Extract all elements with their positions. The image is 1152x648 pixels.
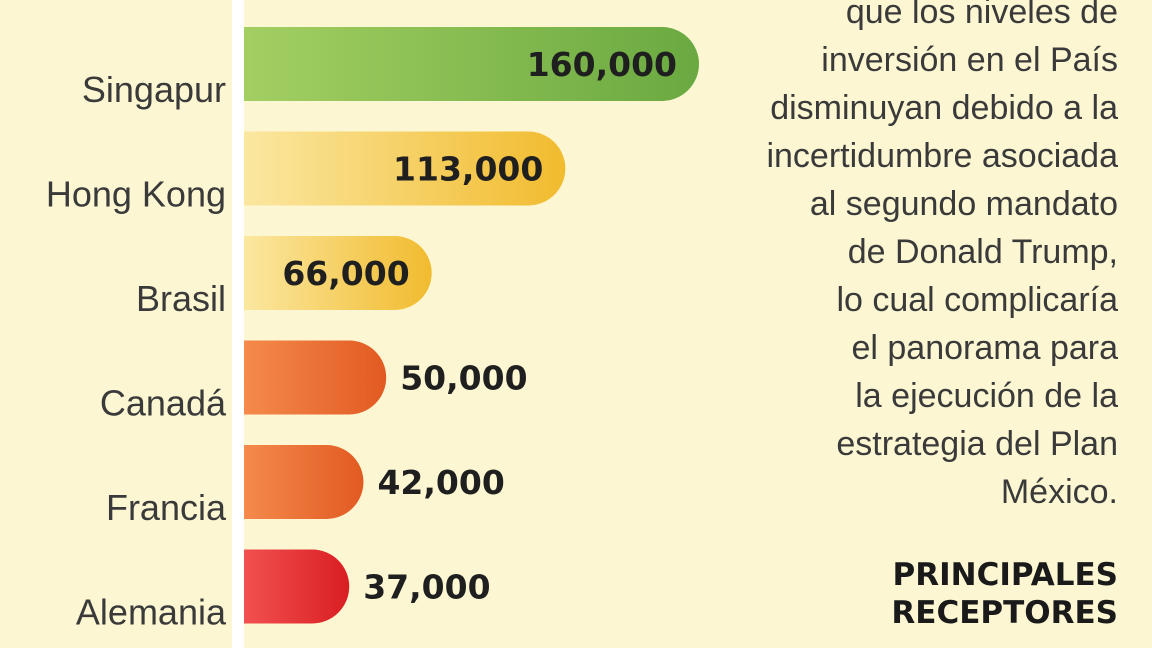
category-label-francia: Francia — [106, 487, 227, 528]
article-line-11: México. — [1000, 473, 1118, 511]
article-line-6: de Donald Trump, — [847, 233, 1118, 271]
value-label-francia: 42,000 — [377, 463, 504, 502]
bar-francia — [244, 445, 364, 519]
article-line-1: que los niveles de — [845, 0, 1118, 31]
article-line-8: el panorama para — [851, 329, 1118, 367]
category-label-brasil: Brasil — [136, 278, 226, 319]
bar-brasil — [244, 236, 432, 310]
article-line-7: lo cual complicaría — [836, 281, 1118, 319]
bar-alemania — [244, 549, 350, 624]
article-line-5: al segundo mandato — [809, 185, 1118, 223]
article-text: que los niveles de inversión en el País di… — [658, 0, 1118, 516]
section-title-line-2: RECEPTORES — [891, 595, 1118, 631]
bar-chart: Singapur 160,000 Hong Kong 113,000 Brasil 66,… — [46, 0, 699, 648]
value-label-brasil: 66,000 — [282, 254, 409, 293]
bar-hong-kong — [244, 131, 566, 206]
category-label-canada: Canadá — [100, 383, 227, 424]
article-line-10: estrategia del Plan — [836, 425, 1118, 463]
value-label-singapur: 160,000 — [527, 45, 677, 84]
article-line-9: la ejecución de la — [855, 377, 1118, 415]
value-label-canada: 50,000 — [400, 359, 527, 398]
category-label-alemania: Alemania — [76, 592, 227, 633]
value-label-alemania: 37,000 — [363, 568, 490, 607]
value-label-hong-kong: 113,000 — [393, 150, 543, 189]
article-line-3: disminuyan debido a la — [770, 89, 1118, 127]
section-title: PRINCIPALES RECEPTORES — [718, 556, 1118, 632]
section-title-line-1: PRINCIPALES — [892, 557, 1118, 593]
bar-canada — [244, 340, 387, 415]
category-label-singapur: Singapur — [82, 69, 226, 110]
bar-chart-svg: Singapur 160,000 Hong Kong 113,000 Brasil 66,… — [46, 0, 699, 648]
article-line-4: incertidumbre asociada — [766, 137, 1118, 175]
bars-group: Singapur 160,000 Hong Kong 113,000 Brasil 66,… — [46, 27, 699, 633]
axis-band — [232, 0, 244, 648]
article-line-2: inversión en el País — [821, 41, 1118, 79]
category-label-hong-kong: Hong Kong — [46, 174, 226, 215]
bar-singapur — [244, 27, 699, 101]
